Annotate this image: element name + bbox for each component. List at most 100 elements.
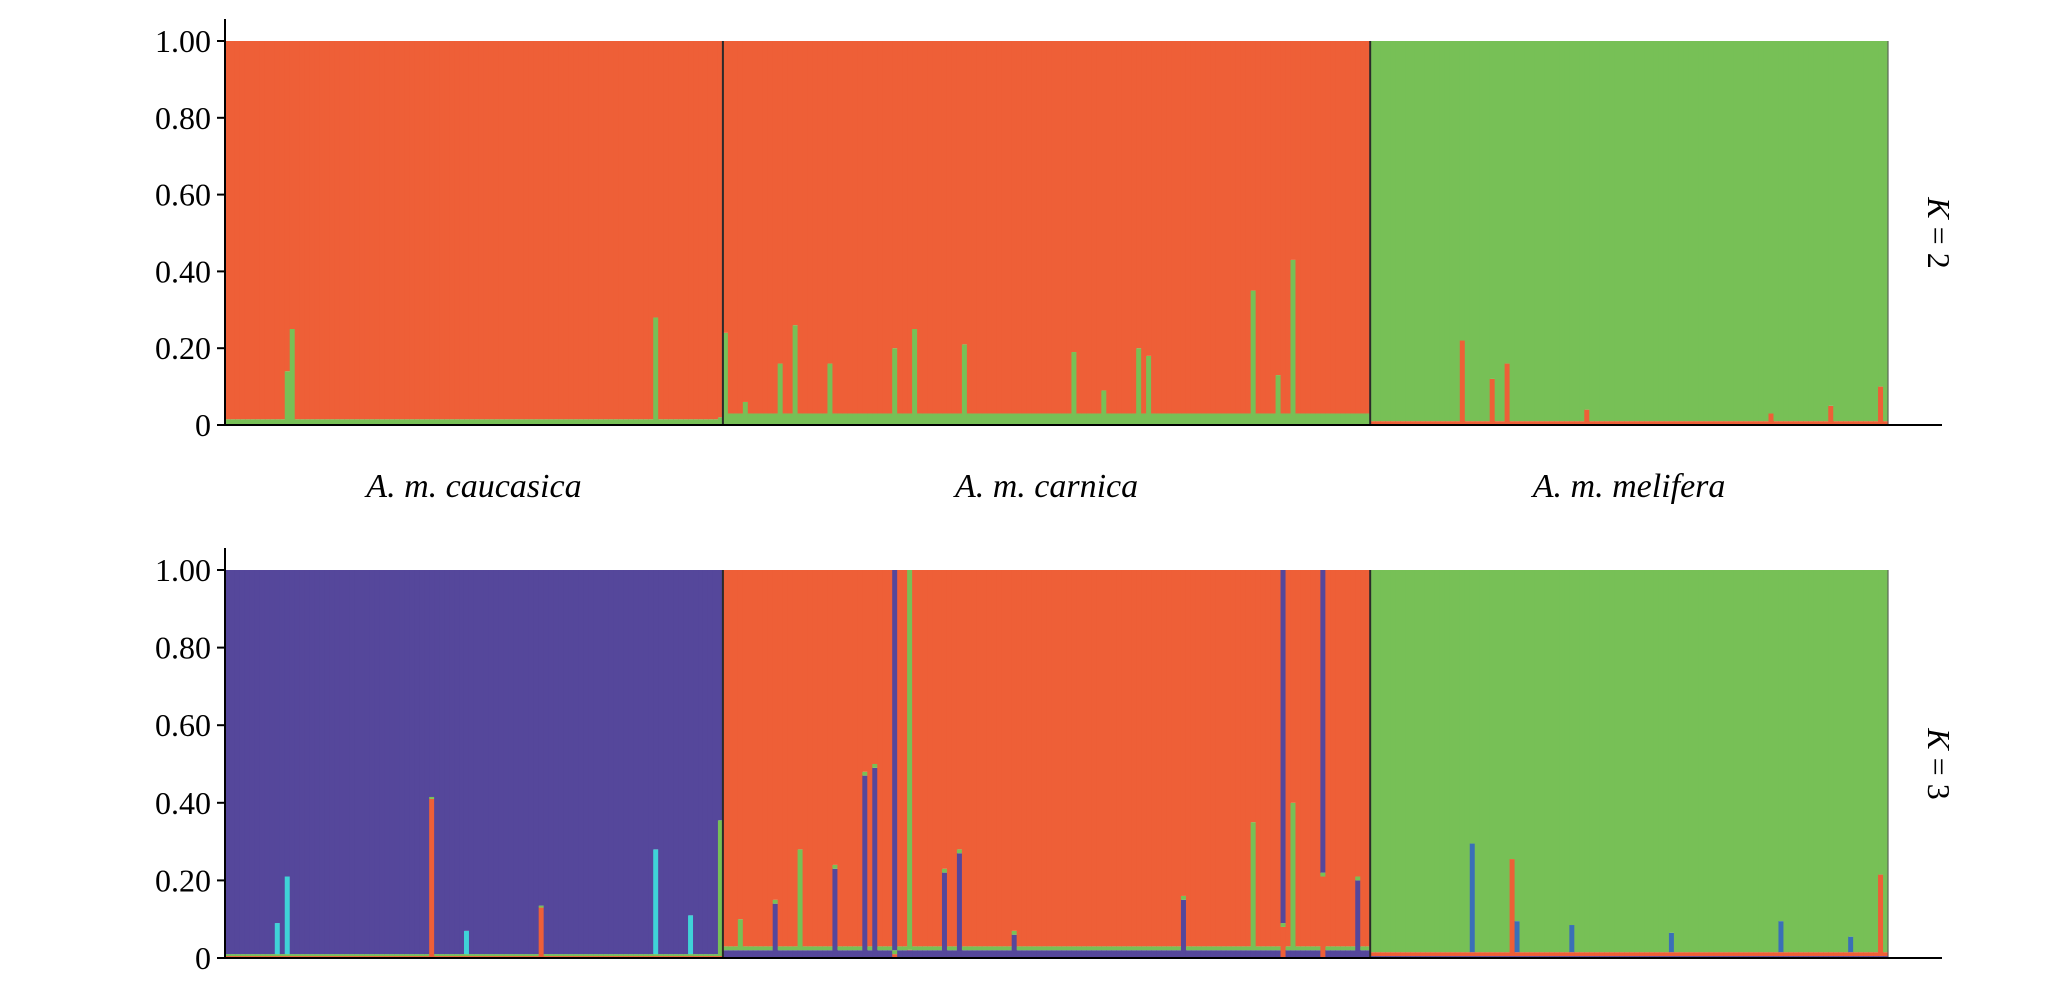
individual-bar [289, 41, 296, 425]
bar-segment [1091, 950, 1097, 958]
bar-segment [1400, 41, 1406, 422]
bar-segment [1121, 950, 1127, 958]
bar-segment [1051, 413, 1058, 425]
bar-segment [1330, 41, 1336, 414]
bar-segment [1808, 952, 1814, 957]
individual-bar [1843, 570, 1849, 958]
individual-bar [304, 570, 311, 958]
individual-bar [1479, 570, 1486, 958]
individual-bar [1624, 41, 1630, 425]
bar-segment [981, 570, 988, 947]
bar-segment [932, 413, 938, 425]
bar-segment [1180, 899, 1187, 958]
bar-segment [513, 41, 520, 420]
individual-bar [1653, 570, 1660, 958]
bar-segment [1106, 413, 1112, 425]
bar-segment [518, 954, 525, 957]
bar-segment [1031, 950, 1038, 958]
individual-bar [1265, 570, 1272, 958]
bar-segment [1494, 952, 1501, 957]
individual-bar [1813, 41, 1819, 425]
bar-segment [538, 570, 545, 906]
bar-segment [1190, 946, 1197, 951]
bar-segment [772, 413, 779, 425]
bar-segment [1320, 872, 1326, 877]
bar-segment [1275, 946, 1282, 951]
bar-segment [757, 946, 764, 951]
individual-bar [1011, 41, 1018, 425]
bar-segment [1818, 570, 1824, 953]
bar-segment [1718, 41, 1725, 422]
individual-bar [1479, 41, 1486, 425]
bar-segment [887, 413, 893, 425]
individual-bar [548, 570, 555, 958]
group-label: A. m. caucasica [364, 468, 581, 505]
bar-segment [702, 41, 709, 420]
bar-segment [1449, 421, 1456, 425]
individual-bar [1390, 570, 1396, 958]
bar-segment [638, 954, 644, 957]
bar-segment [608, 41, 614, 420]
individual-bar [827, 570, 834, 958]
bar-segment [1385, 952, 1391, 957]
individual-bar [1464, 570, 1471, 958]
bar-segment [986, 41, 993, 414]
bar-segment [707, 570, 714, 955]
bar-segment [249, 41, 256, 420]
individual-bar [533, 41, 540, 425]
individual-bar [802, 570, 809, 958]
bar-segment [1629, 421, 1635, 425]
individual-bar [1449, 41, 1456, 425]
bar-segment [1509, 41, 1516, 422]
bar-segment [538, 41, 545, 420]
bar-segment [857, 413, 863, 425]
bar-segment [1021, 570, 1028, 947]
bar-segment [269, 41, 276, 420]
bar-segment [707, 954, 714, 957]
bar-segment [1101, 950, 1107, 958]
bar-segment [1419, 952, 1426, 957]
bar-segment [429, 570, 435, 797]
bar-segment [1176, 570, 1182, 947]
individual-bar [284, 41, 291, 425]
individual-bar [364, 41, 370, 425]
individual-bar [498, 570, 505, 958]
individual-bar [702, 41, 709, 425]
individual-bar [1454, 41, 1461, 425]
individual-bar [832, 570, 839, 958]
bar-segment [668, 41, 674, 420]
bar-segment [1524, 41, 1531, 422]
bar-segment [717, 570, 724, 821]
bar-segment [1111, 413, 1117, 425]
bar-segment [663, 954, 669, 957]
bar-segment [892, 954, 898, 958]
bar-segment [1056, 950, 1063, 958]
individual-bar [399, 41, 405, 425]
individual-bar [463, 41, 470, 425]
individual-bar [688, 41, 694, 425]
individual-bar [244, 41, 251, 425]
bar-segment [319, 954, 326, 957]
bar-segment [1569, 952, 1575, 957]
individual-bar [971, 41, 978, 425]
bar-segment [1708, 41, 1715, 422]
bar-segment [777, 946, 784, 951]
individual-bar [683, 41, 689, 425]
individual-bar [1116, 570, 1122, 958]
bar-segment [1539, 41, 1546, 422]
individual-bar [663, 570, 669, 958]
bar-segment [907, 570, 913, 950]
bar-segment [1693, 421, 1700, 425]
bar-segment [1529, 952, 1536, 957]
bar-segment [1410, 952, 1416, 957]
individual-bar [802, 41, 809, 425]
individual-bar [1300, 41, 1307, 425]
bar-segment [1549, 421, 1556, 425]
bar-segment [727, 946, 734, 951]
bar-segment [1629, 41, 1635, 422]
bar-segment [1454, 421, 1461, 425]
bar-segment [409, 954, 415, 957]
bar-segment [1649, 570, 1655, 953]
bar-segment [802, 950, 809, 958]
individual-bar [1499, 570, 1506, 958]
